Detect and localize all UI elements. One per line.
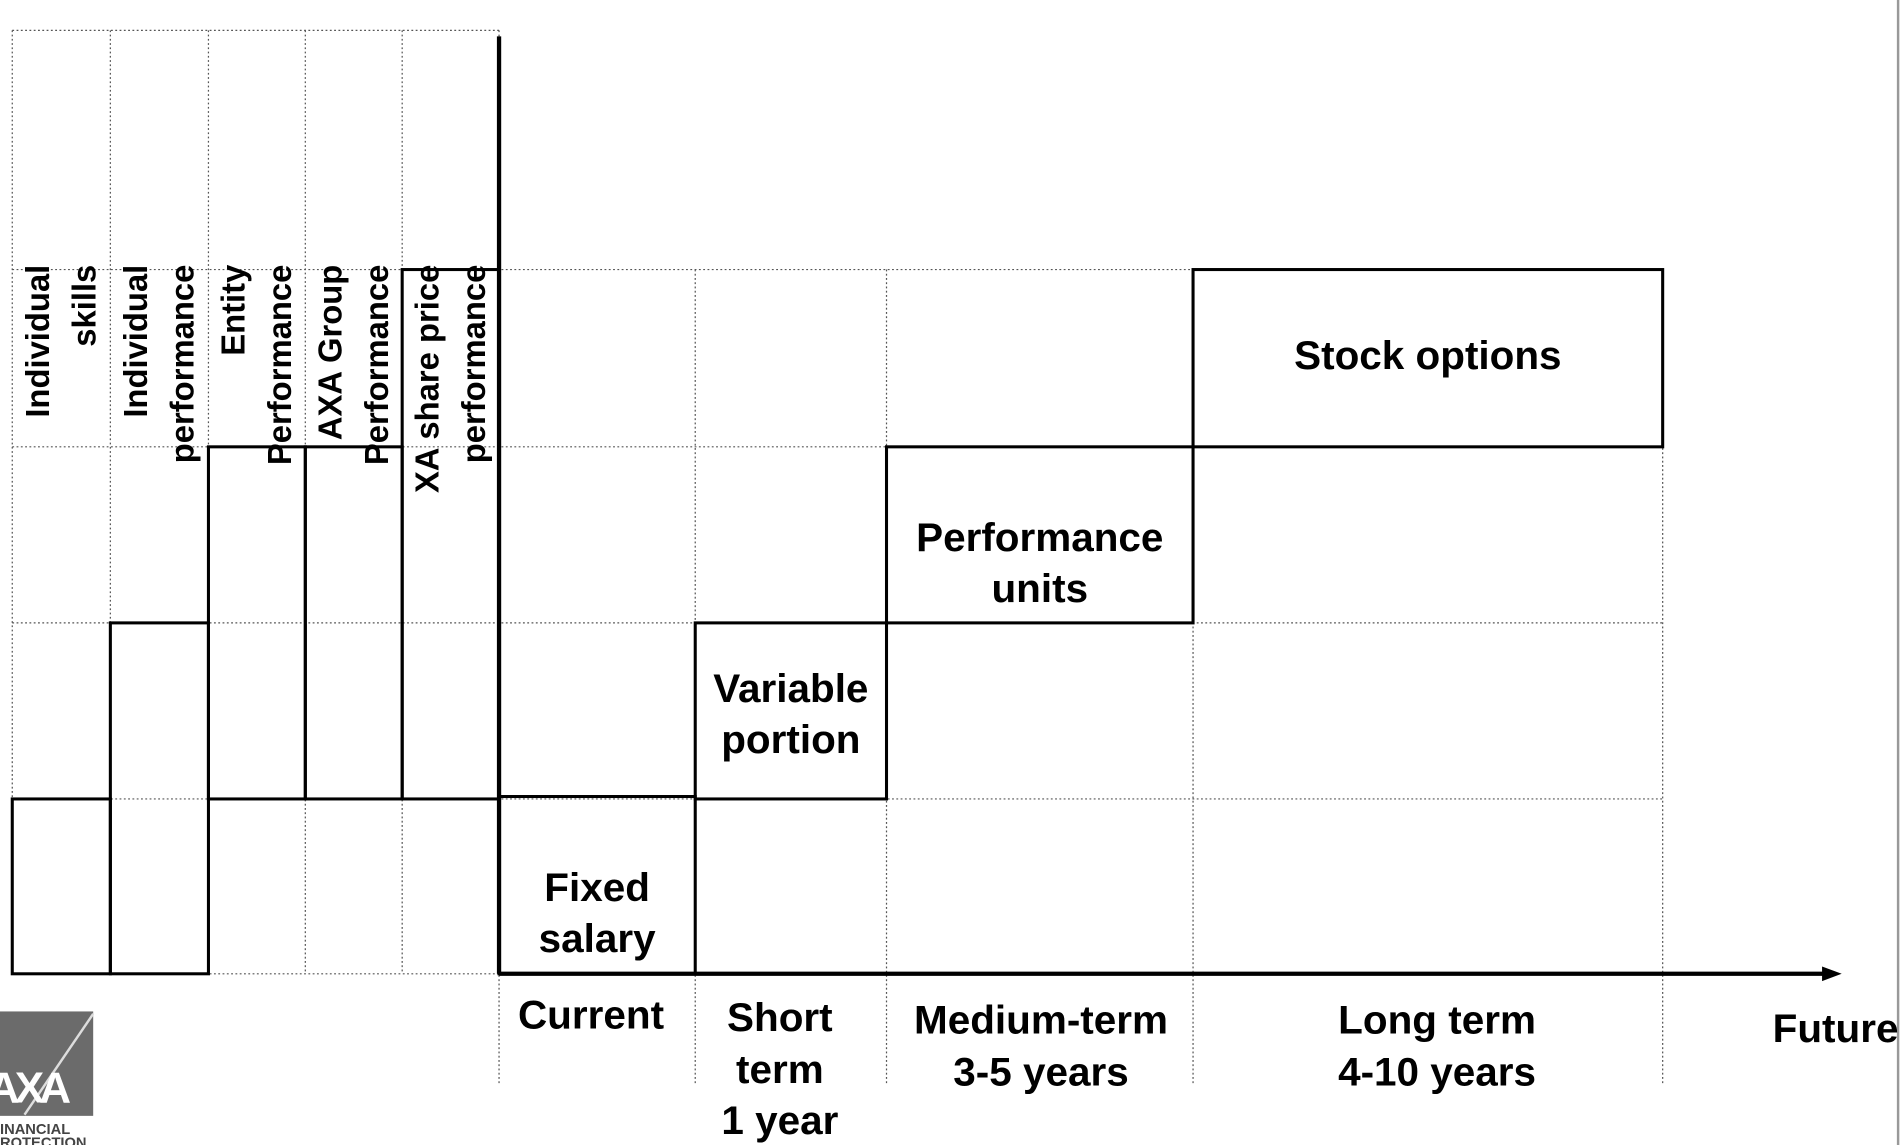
column-header: performance bbox=[164, 265, 201, 464]
logo-text: INANCIAL bbox=[0, 1122, 70, 1138]
step-box bbox=[10, 797, 112, 976]
period-label: term bbox=[736, 1047, 824, 1092]
column-header: Entity bbox=[214, 264, 251, 356]
logo-mark: AXA bbox=[0, 1064, 70, 1113]
period-label: Short bbox=[727, 995, 833, 1040]
column-header: performance bbox=[455, 265, 492, 464]
pay-label: Fixed bbox=[544, 865, 650, 910]
column-header: XA share price bbox=[408, 265, 445, 493]
pay-label: Performance bbox=[916, 515, 1163, 560]
column-header: AXA Group bbox=[311, 265, 348, 440]
column-header: Performance bbox=[261, 265, 298, 465]
column-header: Individual bbox=[117, 265, 154, 418]
step-box bbox=[303, 445, 404, 801]
period-label: 1 year bbox=[721, 1098, 838, 1143]
pay-box bbox=[884, 445, 1195, 625]
pay-label: Stock options bbox=[1294, 333, 1561, 378]
period-label: 4-10 years bbox=[1338, 1050, 1536, 1095]
logo-slash bbox=[23, 1013, 95, 1116]
period-label: Long term bbox=[1338, 997, 1536, 1042]
axis-end-label: Future bbox=[1773, 1006, 1899, 1051]
pay-box bbox=[1191, 268, 1665, 449]
pay-label: salary bbox=[539, 916, 657, 961]
column-header: skills bbox=[65, 265, 102, 347]
column-header: Individual bbox=[19, 265, 56, 418]
pay-label: units bbox=[991, 566, 1088, 611]
pay-label: Variable bbox=[713, 666, 868, 711]
pay-box bbox=[693, 621, 889, 801]
pay-label: portion bbox=[721, 717, 860, 762]
period-label: Medium-term bbox=[914, 997, 1168, 1042]
period-label: Current bbox=[518, 993, 664, 1038]
logo-square bbox=[0, 1011, 94, 1116]
logo-text: ROTECTION bbox=[0, 1135, 87, 1145]
axis-arrow bbox=[1822, 966, 1842, 982]
period-label: 3-5 years bbox=[953, 1050, 1128, 1095]
column-header: Performance bbox=[358, 265, 395, 465]
